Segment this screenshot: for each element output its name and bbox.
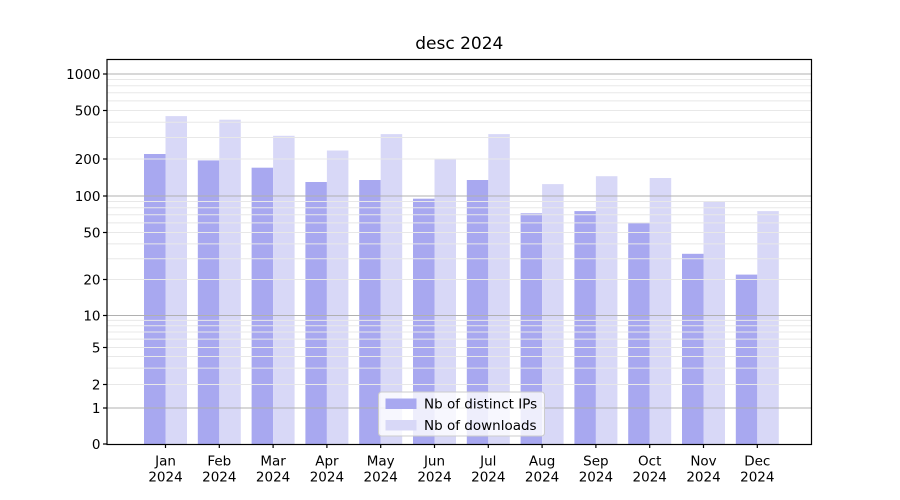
x-tick-label-month: Jun: [423, 454, 445, 470]
x-tick-label-month: Jul: [479, 454, 496, 470]
y-tick-label: 1: [92, 401, 101, 417]
y-tick-label: 0: [92, 437, 101, 453]
bar-downloads-oct: [649, 178, 672, 444]
bar-distinct-ips-feb: [197, 160, 220, 444]
legend-label-distinct-ips: Nb of distinct IPs: [424, 397, 537, 413]
x-tick-label-year: 2024: [202, 470, 236, 486]
chart-title: desc 2024: [415, 34, 503, 54]
x-tick-label-year: 2024: [579, 470, 613, 486]
bar-distinct-ips-mar: [251, 167, 274, 444]
bar-distinct-ips-nov: [682, 253, 704, 444]
bar-downloads-nov: [703, 201, 725, 444]
x-tick-label-year: 2024: [686, 470, 720, 486]
bar-downloads-sep: [595, 176, 618, 444]
x-tick-label-month: Nov: [690, 454, 716, 470]
x-tick-label-month: Aug: [529, 454, 555, 470]
x-tick-label-year: 2024: [417, 470, 451, 486]
y-tick-label: 500: [75, 103, 101, 119]
x-tick-label-month: Sep: [583, 454, 608, 470]
x-tick-label-month: Feb: [207, 454, 231, 470]
x-tick-label-year: 2024: [740, 470, 774, 486]
x-axis: Jan2024Feb2024Mar2024Apr2024May2024Jun20…: [148, 444, 774, 486]
bar-distinct-ips-oct: [628, 222, 650, 444]
bar-distinct-ips-jun: [413, 198, 435, 444]
x-tick-label-month: Jan: [154, 454, 176, 470]
legend-label-downloads: Nb of downloads: [424, 418, 537, 434]
bar-downloads-feb: [219, 119, 241, 444]
bar-distinct-ips-aug: [520, 213, 543, 444]
gridlines-layer: [107, 73, 812, 409]
x-tick-label-year: 2024: [633, 470, 667, 486]
bar-downloads-jan: [165, 116, 187, 444]
y-tick-label: 50: [83, 225, 100, 241]
y-tick-label: 10: [83, 308, 100, 324]
legend-swatch-downloads: [385, 420, 417, 431]
bar-downloads-apr: [326, 150, 349, 444]
x-tick-label-year: 2024: [525, 470, 559, 486]
y-tick-label: 200: [75, 152, 101, 168]
bar-downloads-dec: [757, 211, 779, 444]
bar-downloads-may: [380, 134, 403, 444]
y-tick-label: 1000: [66, 67, 100, 83]
x-tick-label-year: 2024: [471, 470, 505, 486]
bar-distinct-ips-dec: [735, 274, 758, 444]
legend-box: [378, 391, 545, 437]
bar-distinct-ips-apr: [305, 182, 327, 444]
bar-distinct-ips-sep: [574, 211, 596, 444]
x-tick-label-year: 2024: [256, 470, 290, 486]
x-tick-label-month: May: [367, 454, 395, 470]
bar-downloads-jun: [434, 159, 456, 444]
x-tick-label-year: 2024: [148, 470, 182, 486]
x-tick-label-month: Mar: [260, 454, 286, 470]
bars-layer: [144, 116, 779, 445]
bar-distinct-ips-may: [359, 180, 381, 444]
y-axis: 0 1 2 5 10 20 50 100 200 500 1000: [66, 67, 107, 453]
bar-downloads-aug: [542, 184, 564, 444]
bar-downloads-mar: [273, 135, 295, 445]
x-tick-label-year: 2024: [310, 470, 344, 486]
x-tick-label-month: Dec: [744, 454, 770, 470]
legend-swatch-distinct-ips: [385, 398, 417, 409]
bar-distinct-ips-jan: [144, 154, 166, 444]
y-tick-label: 100: [75, 189, 101, 205]
y-tick-label: 2: [92, 377, 101, 393]
bar-distinct-ips-jul: [466, 180, 489, 444]
y-tick-label: 20: [83, 272, 100, 288]
y-tick-label: 5: [92, 340, 101, 356]
legend: Nb of distinct IPs Nb of downloads: [378, 391, 545, 437]
x-tick-label-month: Apr: [315, 454, 339, 470]
x-tick-label-month: Oct: [638, 454, 661, 470]
axes-box: [106, 58, 813, 446]
x-tick-label-year: 2024: [364, 470, 398, 486]
bar-downloads-jul: [488, 134, 510, 444]
